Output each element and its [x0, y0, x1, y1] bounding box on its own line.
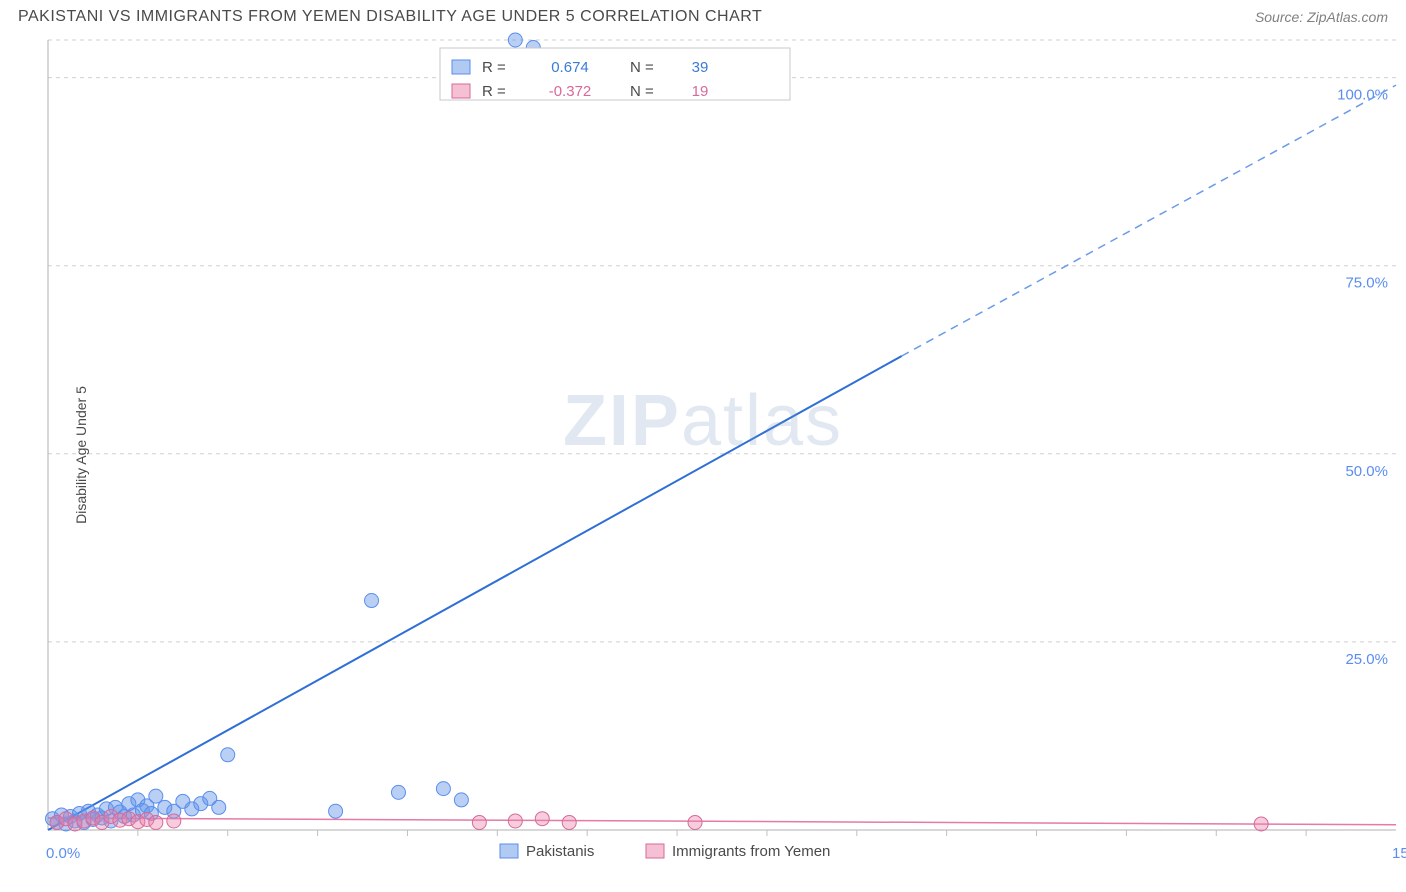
trend-line-pink [48, 818, 1396, 825]
y-tick-label: 75.0% [1345, 275, 1388, 292]
legend-series-label: Pakistanis [526, 843, 594, 860]
legend-swatch [452, 60, 470, 74]
data-point [688, 815, 702, 829]
data-point [1254, 817, 1268, 831]
source-attribution: Source: ZipAtlas.com [1255, 9, 1388, 25]
x-min-label: 0.0% [46, 845, 80, 862]
chart-svg: 25.0% 50.0% 75.0% 100.0% 0.0% 15.0% R = 0.674 N … [0, 30, 1406, 880]
legend-r-value: -0.372 [549, 83, 592, 100]
legend-swatch [500, 844, 518, 858]
legend-swatch [452, 84, 470, 98]
data-point [454, 793, 468, 807]
data-point [535, 812, 549, 826]
legend-n-value: 19 [692, 83, 709, 100]
legend-series-label: Immigrants from Yemen [672, 843, 830, 860]
legend-swatch [646, 844, 664, 858]
legend-n-value: 39 [692, 59, 709, 76]
data-point [221, 748, 235, 762]
chart-container: Disability Age Under 5 ZIPatlas 25.0%50.… [0, 30, 1406, 880]
data-point [562, 815, 576, 829]
data-point [472, 815, 486, 829]
y-tick-label: 100.0% [1337, 87, 1388, 104]
data-point [436, 782, 450, 796]
legend-r-label: R = [482, 59, 506, 76]
y-axis-label: Disability Age Under 5 [73, 386, 89, 524]
trend-line-blue-dash [902, 85, 1396, 356]
legend-n-label: N = [630, 59, 654, 76]
data-point [149, 789, 163, 803]
legend-r-value: 0.674 [551, 59, 589, 76]
trend-line-blue [48, 356, 902, 830]
data-point [508, 33, 522, 47]
legend-n-label: N = [630, 83, 654, 100]
data-point [167, 814, 181, 828]
data-point [365, 594, 379, 608]
x-max-label: 15.0% [1392, 845, 1406, 862]
data-point [391, 785, 405, 799]
data-point [329, 804, 343, 818]
legend-r-label: R = [482, 83, 506, 100]
y-tick-label: 25.0% [1345, 651, 1388, 668]
data-point [212, 800, 226, 814]
data-point [149, 815, 163, 829]
y-tick-label: 50.0% [1345, 463, 1388, 480]
chart-title: PAKISTANI VS IMMIGRANTS FROM YEMEN DISAB… [18, 8, 762, 26]
data-point [508, 814, 522, 828]
